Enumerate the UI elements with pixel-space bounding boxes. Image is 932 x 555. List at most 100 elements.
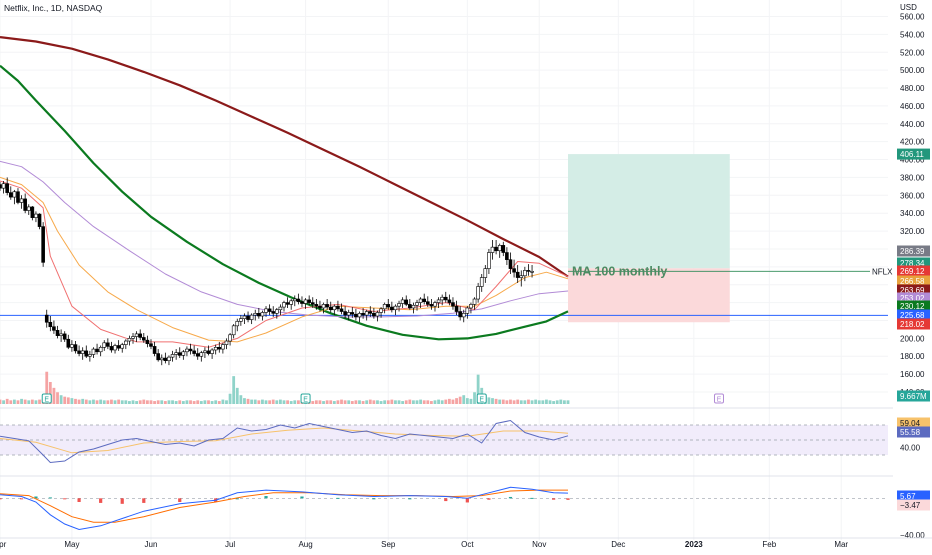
candle [490, 240, 495, 260]
volume-bar [228, 393, 232, 404]
earnings-marker-label: E [717, 397, 722, 404]
candle-body [321, 304, 326, 309]
candle-body [465, 307, 470, 314]
macd-histogram-bar [120, 498, 124, 504]
macd-histogram-bar [77, 498, 81, 502]
price-badge: −3.47 [897, 499, 930, 511]
x-tick-label: Mar [834, 540, 848, 549]
candle-body [368, 311, 373, 314]
candle-body [361, 313, 365, 316]
candle [195, 348, 200, 360]
candle [415, 299, 419, 311]
candle-body [134, 333, 139, 337]
candle [95, 343, 99, 355]
candle [66, 334, 71, 350]
macd-histogram-bar [566, 498, 570, 500]
volume-bar [117, 399, 121, 404]
candle-body [30, 206, 35, 218]
candle-body [257, 313, 261, 317]
y-tick-label: 340.00 [900, 209, 925, 218]
candle [44, 309, 49, 328]
candle [23, 193, 27, 214]
candle-body [267, 308, 272, 312]
earnings-marker-label: E [303, 397, 308, 404]
candle [138, 329, 143, 341]
candle [80, 347, 85, 360]
price-badge-bg [897, 417, 930, 429]
candle-body [141, 337, 146, 341]
candle-body [16, 191, 20, 203]
candle [30, 206, 35, 221]
volume-bar [455, 398, 458, 404]
y-tick-label: 540.00 [900, 30, 925, 39]
volume-bar [365, 400, 369, 404]
candle-body [282, 302, 286, 308]
candle [185, 346, 189, 357]
macd-histogram-bar [408, 498, 412, 500]
candle [88, 350, 92, 362]
candle [221, 342, 225, 354]
candle-body [152, 346, 157, 354]
candle [339, 303, 344, 315]
candle [206, 345, 211, 356]
y-tick-label: 160.00 [900, 370, 925, 379]
candle-body [159, 357, 164, 361]
volume-bar [131, 400, 135, 404]
candle-body [433, 302, 437, 307]
price-badge: 9.667M [897, 390, 930, 402]
candle [411, 302, 416, 314]
candle-body [390, 306, 394, 311]
x-tick-label: Jul [225, 540, 235, 549]
candle-body [526, 270, 531, 272]
volume-bar [63, 396, 67, 404]
candle [519, 270, 524, 287]
candle-body [523, 270, 527, 277]
volume-bar [225, 400, 228, 404]
macd-histogram-bar [372, 498, 376, 500]
candle [159, 354, 164, 366]
volume-bar [437, 399, 440, 404]
volume-bar [494, 398, 498, 404]
candle-body [271, 311, 276, 314]
candle [433, 300, 437, 312]
y-tick-label: 380.00 [900, 173, 925, 182]
candle [109, 341, 114, 353]
candle [476, 282, 480, 303]
x-tick-label: Sep [381, 540, 396, 549]
price-badge: 253.02 [897, 292, 930, 304]
price-badge-bg [897, 148, 930, 160]
candle [134, 331, 139, 342]
volume-bar [293, 400, 297, 404]
candle [479, 273, 484, 292]
candle-body [84, 350, 89, 357]
candle [73, 341, 78, 354]
candle [530, 265, 534, 278]
y-tick-label: 500.00 [900, 66, 925, 75]
ma-line [0, 64, 569, 341]
candle-body [469, 304, 473, 309]
volume-bar [261, 399, 264, 404]
volume-bar [221, 399, 225, 404]
candle-body [476, 286, 480, 300]
y-tick-label: 180.00 [900, 352, 925, 361]
volume-bar [332, 401, 336, 404]
candle [152, 341, 157, 357]
candle [8, 186, 13, 200]
volume-bar [469, 398, 473, 404]
candle-body [5, 183, 9, 193]
macd-histogram-bar [552, 498, 556, 500]
volume-bar [102, 400, 106, 404]
price-badge: 269.12 [897, 265, 930, 277]
volume-bar [358, 400, 361, 404]
price-badge-label: 5.67 [900, 492, 916, 501]
price-badge: 5.67 [897, 490, 930, 502]
volume-bar [253, 399, 257, 404]
volume-bar [12, 399, 16, 404]
candle-body [127, 338, 132, 342]
volume-bar [257, 400, 261, 404]
volume-bar [552, 401, 556, 404]
candle-body [62, 333, 67, 340]
macd-histogram-bar [48, 497, 52, 499]
volume-bar [153, 401, 156, 404]
